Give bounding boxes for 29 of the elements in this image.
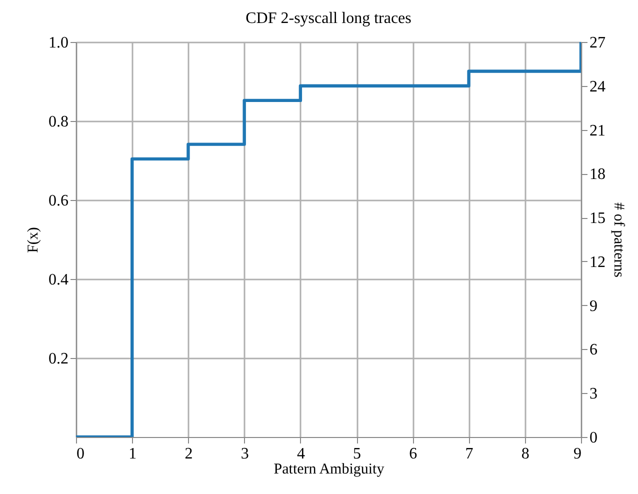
- x-tick-label: 7: [465, 446, 474, 462]
- y-tick-label: 0.4: [48, 272, 68, 288]
- y-tick-label: 0.6: [48, 192, 68, 210]
- y2-axis-title: # of patterns: [610, 202, 626, 278]
- x-tick-label: 5: [353, 446, 362, 462]
- x-tick-label: 0: [76, 446, 84, 462]
- y2-tick-label: 0: [590, 430, 598, 446]
- x-tick-label: 4: [296, 446, 305, 462]
- y-axis-title: F(x): [26, 227, 42, 253]
- y2-tick-label: 3: [590, 386, 598, 403]
- x-axis-title: Pattern Ambiguity: [274, 462, 385, 478]
- x-tick-label: 9: [574, 446, 582, 462]
- y2-tick-label: 15: [590, 210, 606, 228]
- x-tick-label: 3: [240, 446, 249, 462]
- x-tick-label: 2: [184, 446, 193, 462]
- y2-tick-label: 24: [590, 78, 606, 96]
- y2-tick-label: 18: [590, 166, 606, 184]
- x-tick-label: 8: [521, 446, 530, 462]
- chart-title: CDF 2-syscall long traces: [246, 10, 412, 27]
- y-tick-label: 0.8: [48, 114, 68, 130]
- y-tick-label: 1.0: [48, 34, 68, 52]
- x-tick-label: 1: [128, 446, 137, 462]
- y2-tick-label: 6: [590, 342, 598, 359]
- y-tick-label: 0.2: [48, 350, 68, 368]
- y2-tick-label: 27: [590, 34, 606, 52]
- y2-tick-label: 21: [590, 122, 606, 140]
- y2-tick-label: 12: [590, 254, 606, 271]
- y2-tick-label: 9: [590, 298, 598, 315]
- x-tick-label: 6: [409, 446, 418, 462]
